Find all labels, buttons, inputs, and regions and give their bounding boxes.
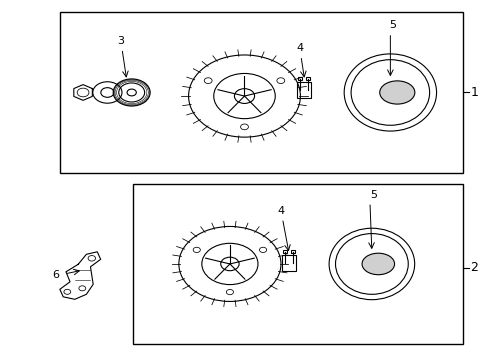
Text: 3: 3: [117, 36, 124, 46]
Bar: [60, 12, 462, 173]
Bar: [132, 184, 462, 344]
Text: 5: 5: [369, 190, 376, 200]
Text: 2: 2: [469, 261, 477, 274]
Ellipse shape: [361, 253, 394, 275]
Text: 4: 4: [296, 43, 304, 53]
Text: 1: 1: [469, 86, 477, 99]
Bar: [297, 77, 301, 80]
Bar: [283, 250, 286, 253]
Ellipse shape: [379, 81, 414, 104]
Bar: [282, 255, 295, 271]
Bar: [296, 82, 310, 98]
Bar: [291, 250, 295, 253]
Text: 6: 6: [52, 270, 59, 280]
Text: 5: 5: [388, 20, 395, 30]
Bar: [305, 77, 309, 80]
Text: 4: 4: [277, 206, 284, 216]
